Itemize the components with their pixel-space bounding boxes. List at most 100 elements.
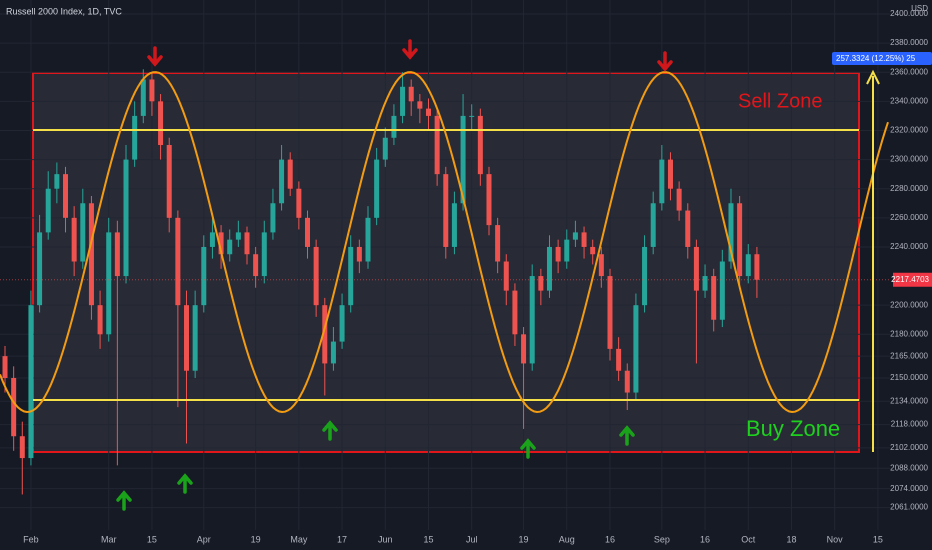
- candle-body: [521, 334, 527, 364]
- candle-body: [322, 305, 328, 364]
- chart-title: Russell 2000 Index, 1D, TVC: [6, 6, 122, 16]
- y-tick-label: 2134.0000: [890, 396, 928, 405]
- candle-body: [400, 86, 406, 116]
- sell-zone-label: Sell Zone: [738, 90, 823, 112]
- candle-body: [391, 115, 397, 138]
- x-tick-label: Nov: [827, 534, 844, 544]
- candle-body: [754, 254, 760, 280]
- candle-body: [538, 276, 544, 291]
- y-tick-label: 2360.0000: [890, 67, 928, 76]
- candle-body: [702, 276, 708, 291]
- measure-box: [832, 52, 932, 65]
- buy-arrow: [177, 473, 193, 494]
- x-tick-label: May: [290, 534, 308, 544]
- x-tick-label: Aug: [559, 534, 575, 544]
- y-tick-label: 2280.0000: [890, 184, 928, 193]
- candle-body: [158, 101, 164, 146]
- candle-body: [408, 86, 414, 102]
- buy-arrow: [322, 420, 338, 441]
- measure-arrow: [866, 69, 880, 85]
- candle-body: [209, 232, 215, 247]
- currency: USD: [911, 4, 928, 13]
- candle-body: [330, 341, 336, 364]
- x-tick-label: Mar: [101, 534, 117, 544]
- candle-body: [63, 174, 69, 218]
- candle-body: [88, 203, 94, 306]
- y-tick-label: 2240.0000: [890, 242, 928, 251]
- candle-body: [192, 305, 198, 371]
- x-tick-label: 19: [519, 534, 529, 544]
- candle-body: [227, 239, 233, 255]
- candle-body: [106, 232, 112, 335]
- x-tick-label: 16: [605, 534, 615, 544]
- x-tick-label: 15: [873, 534, 883, 544]
- candle-body: [434, 115, 440, 175]
- candle-body: [218, 232, 224, 255]
- x-tick-label: Jun: [378, 534, 393, 544]
- candle-body: [11, 377, 17, 437]
- y-tick-label: 2380.0000: [890, 38, 928, 47]
- x-tick-label: 17: [337, 534, 347, 544]
- y-tick-label: 2165.0000: [890, 351, 928, 360]
- candle-body: [28, 305, 34, 459]
- candle-body: [676, 188, 682, 211]
- candle-body: [313, 246, 319, 306]
- candle-body: [244, 232, 250, 255]
- y-tick-label: 2200.0000: [890, 300, 928, 309]
- candle-body: [166, 145, 172, 218]
- candle-body: [607, 276, 613, 349]
- y-tick-label: 2260.0000: [890, 213, 928, 222]
- candle-body: [659, 159, 665, 204]
- candle-body: [451, 203, 457, 247]
- candle-body: [123, 159, 129, 277]
- candle-body: [546, 246, 552, 291]
- candle-body: [512, 290, 518, 335]
- candle-body: [590, 246, 596, 255]
- x-tick-label: Jul: [466, 534, 478, 544]
- candle-body: [184, 305, 190, 371]
- candle-body: [685, 210, 691, 247]
- y-tick-label: 2400.0000: [890, 9, 928, 18]
- candle-body: [97, 305, 103, 335]
- x-tick-label: 19: [251, 534, 261, 544]
- buy-arrow: [520, 438, 536, 459]
- candle-body: [201, 246, 207, 306]
- candle-body: [564, 239, 570, 262]
- candle-body: [132, 115, 138, 160]
- candle-body: [365, 217, 371, 262]
- y-tick-label: 2118.0000: [891, 420, 929, 429]
- candle-body: [37, 232, 43, 306]
- buy-arrow: [619, 425, 635, 446]
- candle-body: [339, 305, 345, 342]
- candle-body: [650, 203, 656, 247]
- sell-arrow: [402, 39, 418, 60]
- y-tick-label: 2088.0000: [890, 463, 928, 472]
- y-tick-label: 2074.0000: [890, 484, 928, 493]
- candle-body: [296, 188, 302, 218]
- candle-body: [425, 108, 431, 116]
- measure-label: 257.3324 (12.25%) 25: [836, 54, 916, 63]
- candle-body: [460, 115, 466, 204]
- y-tick-label: 2150.0000: [890, 373, 928, 382]
- candle-body: [149, 79, 155, 102]
- y-tick-label: 2061.0000: [890, 503, 928, 512]
- x-tick-label: 15: [423, 534, 433, 544]
- x-tick-label: 15: [147, 534, 157, 544]
- candle-body: [642, 246, 648, 306]
- candle-body: [261, 232, 267, 277]
- sell-arrow: [657, 51, 673, 72]
- candle-body: [693, 246, 699, 291]
- last-price-box: [893, 272, 932, 287]
- candle-body: [253, 254, 259, 277]
- candle-body: [495, 225, 501, 262]
- candle-body: [711, 276, 717, 320]
- candle-body: [555, 246, 561, 262]
- x-tick-label: 18: [786, 534, 796, 544]
- candle-body: [175, 217, 181, 306]
- candle-body: [745, 254, 751, 277]
- x-tick-label: Feb: [23, 534, 39, 544]
- candle-body: [486, 174, 492, 226]
- candle-body: [140, 79, 146, 116]
- y-tick-label: 2300.0000: [890, 155, 928, 164]
